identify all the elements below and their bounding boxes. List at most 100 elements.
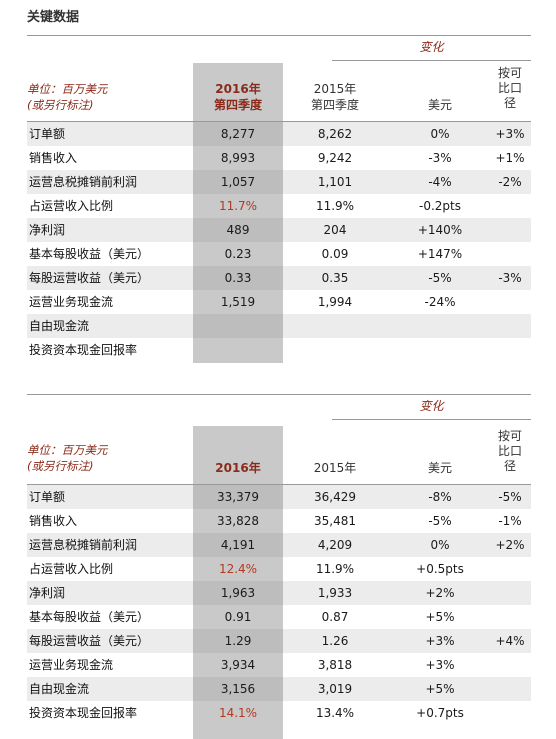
header-rule	[27, 484, 531, 485]
row-label: 自由现金流	[29, 319, 90, 333]
value-2016: 8,993	[220, 151, 256, 165]
header-2016: 2016年	[215, 461, 261, 475]
row-label: 净利润	[29, 223, 66, 237]
value-2016: 1.29	[224, 634, 252, 648]
row-label: 投资资本现金回报率	[29, 706, 138, 720]
change-usd: +0.5pts	[416, 562, 464, 576]
header-comparable-l1: 按可	[497, 429, 522, 443]
row-label: 运营息税摊销前利润	[29, 538, 138, 552]
change-usd: -24%	[424, 295, 456, 309]
row-label: 每股运营收益（美元）	[29, 271, 150, 285]
change-usd: +140%	[417, 223, 463, 237]
unit-line2: (或另行标注)	[27, 98, 94, 112]
value-2015: 3,818	[317, 658, 353, 672]
change-usd: +147%	[417, 247, 463, 261]
change-usd: -0.2pts	[419, 199, 461, 213]
change-usd: +2%	[425, 586, 455, 600]
value-2015: 204	[323, 223, 347, 237]
table-row: 基本每股收益（美元） 0.91 0.87 +5%	[27, 605, 531, 629]
highlight-cell	[193, 290, 283, 314]
table-row: 销售收入 33,828 35,481 -5% -1%	[27, 509, 531, 533]
table-header: 单位：百万美元 (或另行标注) 2016年 第四季度 2015年 第四季度 美元…	[27, 61, 531, 121]
header-2015q4: 2015年 第四季度	[285, 81, 385, 113]
highlight-cell	[193, 314, 283, 338]
change-usd: -3%	[428, 151, 452, 165]
table-row: 订单额 33,379 36,429 -8% -5%	[27, 485, 531, 509]
header-comparable-l2: 比口	[497, 444, 522, 458]
unit-note: 单位：百万美元 (或另行标注)	[27, 442, 108, 474]
table-header: 单位：百万美元 (或另行标注) 2016年 2015年 美元 按可 比口 径	[27, 420, 531, 484]
header-comparable: 按可 比口 径	[489, 66, 531, 111]
highlight-cell	[193, 122, 283, 146]
value-2016: 0.33	[224, 271, 252, 285]
header-2016q4-line1: 2016年	[215, 82, 261, 96]
value-2015: 0.35	[321, 271, 349, 285]
header-comparable-l3: 径	[503, 459, 516, 473]
highlight-cell	[193, 242, 283, 266]
value-2015: 35,481	[314, 514, 356, 528]
highlight-cell	[193, 701, 283, 725]
change-comparable: +1%	[495, 151, 525, 165]
table-row: 自由现金流	[27, 314, 531, 338]
row-label: 运营业务现金流	[29, 658, 114, 672]
table-row: 占运营收入比例 11.7% 11.9% -0.2pts	[27, 194, 531, 218]
highlight-cell	[193, 557, 283, 581]
highlight-cell	[193, 677, 283, 701]
table-row: 投资资本现金回报率	[27, 338, 531, 362]
change-comparable: -3%	[498, 271, 522, 285]
change-header: 变化	[332, 35, 531, 61]
change-usd: -5%	[428, 271, 452, 285]
value-2015: 9,242	[317, 151, 353, 165]
value-2016: 0.23	[224, 247, 252, 261]
table-row: 订单额 8,277 8,262 0% +3%	[27, 122, 531, 146]
header-2016q4: 2016年 第四季度	[193, 81, 283, 113]
row-label: 运营息税摊销前利润	[29, 175, 138, 189]
unit-line1: 单位：百万美元	[27, 82, 108, 96]
header-comparable-l3: 径	[503, 96, 516, 110]
highlight-cell	[193, 146, 283, 170]
highlight-cell	[193, 629, 283, 653]
change-usd: +3%	[425, 634, 455, 648]
value-2016: 11.7%	[218, 199, 258, 213]
row-label: 投资资本现金回报率	[29, 343, 138, 357]
highlight-cell	[193, 509, 283, 533]
value-2016: 1,963	[220, 586, 256, 600]
change-comparable: -5%	[498, 490, 522, 504]
row-label: 净利润	[29, 586, 66, 600]
table-row: 运营息税摊销前利润 1,057 1,101 -4% -2%	[27, 170, 531, 194]
row-label: 订单额	[29, 127, 66, 141]
header-usd: 美元	[427, 98, 452, 112]
highlight-cell	[193, 338, 283, 362]
change-header: 变化	[332, 394, 531, 420]
annual-rows: 订单额 33,379 36,429 -8% -5% 销售收入 33,828 35,481 -5%…	[27, 485, 531, 725]
table-row: 每股运营收益（美元） 0.33 0.35 -5% -3%	[27, 266, 531, 290]
table-row: 运营业务现金流 3,934 3,818 +3%	[27, 653, 531, 677]
header-2015q4-line2: 第四季度	[310, 98, 359, 112]
value-2016: 1,519	[220, 295, 256, 309]
change-usd: +3%	[425, 658, 455, 672]
change-comparable: +3%	[495, 127, 525, 141]
value-2016: 3,934	[220, 658, 256, 672]
row-label: 每股运营收益（美元）	[29, 634, 150, 648]
row-label: 销售收入	[29, 151, 78, 165]
table-top-rule	[27, 394, 531, 395]
highlight-cell	[193, 218, 283, 242]
unit-line1: 单位：百万美元	[27, 443, 108, 457]
change-usd: +0.7pts	[416, 706, 464, 720]
value-2015: 1,933	[317, 586, 353, 600]
header-comparable: 按可 比口 径	[489, 429, 531, 474]
row-label: 占运营收入比例	[29, 199, 114, 213]
row-label: 基本每股收益（美元）	[29, 247, 150, 261]
table-row: 净利润 489 204 +140%	[27, 218, 531, 242]
change-usd: -8%	[428, 490, 452, 504]
value-2015: 1,994	[317, 295, 353, 309]
row-label: 运营业务现金流	[29, 295, 114, 309]
value-2015: 11.9%	[315, 562, 355, 576]
table-row: 运营息税摊销前利润 4,191 4,209 0% +2%	[27, 533, 531, 557]
value-2015: 0.87	[321, 610, 349, 624]
change-usd: +5%	[425, 682, 455, 696]
value-2015: 13.4%	[315, 706, 355, 720]
table-row: 自由现金流 3,156 3,019 +5%	[27, 677, 531, 701]
table-row: 占运营收入比例 12.4% 11.9% +0.5pts	[27, 557, 531, 581]
header-rule	[27, 121, 531, 122]
